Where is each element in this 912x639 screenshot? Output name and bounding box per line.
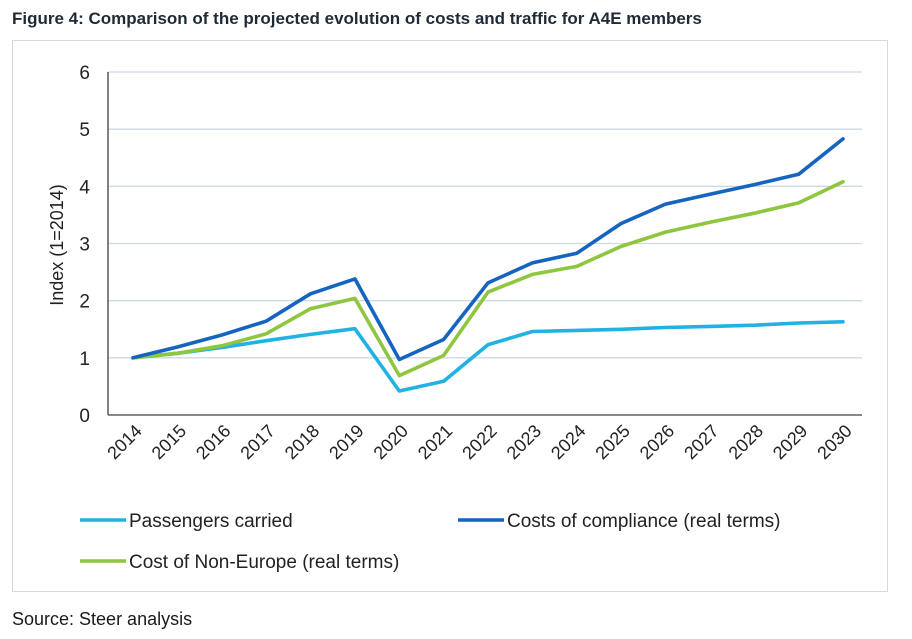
x-tick-label: 2025 <box>591 421 633 463</box>
x-tick-label: 2028 <box>725 421 767 463</box>
x-tick-label: 2014 <box>103 421 145 463</box>
x-tick-label: 2022 <box>458 421 500 463</box>
chart-frame <box>12 40 888 592</box>
legend-item: Cost of Non-Europe (real terms) <box>80 552 399 573</box>
y-tick-label: 6 <box>79 63 90 84</box>
x-tick-label: 2029 <box>769 421 811 463</box>
legend-label: Cost of Non-Europe (real terms) <box>129 552 399 573</box>
x-tick-label: 2018 <box>281 421 323 463</box>
x-tick-label: 2027 <box>680 421 722 463</box>
y-axis-label: Index (1=2014) <box>47 184 67 306</box>
x-tick-label: 2017 <box>236 421 278 463</box>
x-tick-label: 2023 <box>503 421 545 463</box>
x-tick-label: 2016 <box>192 421 234 463</box>
y-tick-label: 3 <box>79 235 90 256</box>
legend-label: Passengers carried <box>129 511 293 532</box>
legend-item: Passengers carried <box>80 511 293 532</box>
y-tick-label: 5 <box>79 120 90 141</box>
x-tick-labels: 2014 2015 2016 2017 2018 2019 2020 2021 2022 2023… <box>103 421 855 463</box>
legend: Passengers carried Costs of compliance (r… <box>80 511 780 573</box>
x-tick-label: 2026 <box>636 421 678 463</box>
x-tick-label: 2030 <box>813 421 855 463</box>
series-lines <box>131 137 845 393</box>
source-note: Source: Steer analysis <box>12 609 193 629</box>
legend-item: Costs of compliance (real terms) <box>458 511 780 532</box>
legend-label: Costs of compliance (real terms) <box>507 511 780 532</box>
x-tick-label: 2015 <box>148 421 190 463</box>
y-tick-label: 0 <box>79 406 90 427</box>
series-line-costs-of-compliance-real-terms <box>131 137 845 362</box>
series-line-passengers-carried <box>131 319 845 393</box>
y-tick-label: 2 <box>79 292 90 313</box>
axes <box>107 72 862 416</box>
x-tick-label: 2019 <box>325 421 367 463</box>
x-tick-label: 2020 <box>370 421 412 463</box>
y-tick-label: 1 <box>79 349 90 370</box>
figure-title: Figure 4: Comparison of the projected ev… <box>12 9 702 28</box>
x-tick-label: 2021 <box>414 421 456 463</box>
y-tick-labels: 0 1 2 3 4 5 6 <box>79 63 90 427</box>
x-tick-label: 2024 <box>547 421 589 463</box>
series-line-cost-of-non-europe-real-terms <box>131 180 845 378</box>
gridlines <box>108 71 862 359</box>
y-tick-label: 4 <box>79 177 90 198</box>
